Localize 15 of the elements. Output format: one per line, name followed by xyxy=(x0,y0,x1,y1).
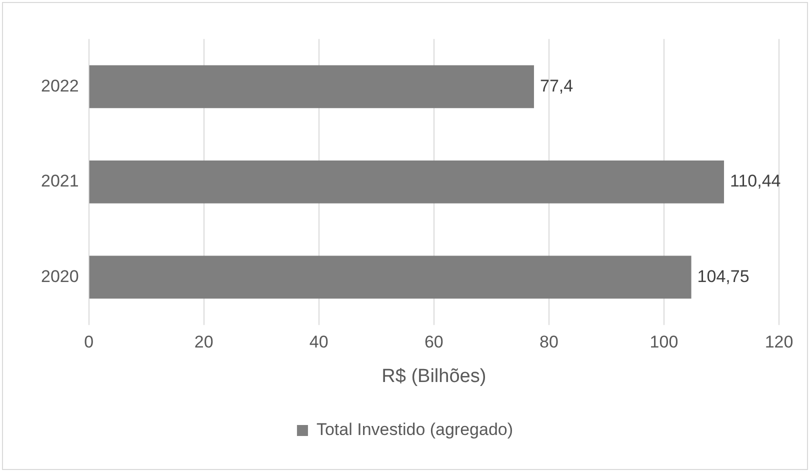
x-tick-label: 100 xyxy=(650,332,678,352)
x-tick-label: 20 xyxy=(194,332,214,352)
y-tick-label: 2022 xyxy=(40,76,79,96)
x-tick-label: 40 xyxy=(309,332,328,352)
x-axis-title: R$ (Bilhões) xyxy=(382,366,486,387)
data-label: 77,4 xyxy=(540,76,574,96)
x-tick-label: 120 xyxy=(764,332,794,352)
x-tick-label: 0 xyxy=(84,332,94,352)
x-tick-label: 60 xyxy=(424,332,444,352)
data-label: 110,44 xyxy=(730,172,781,191)
y-tick-label: 2020 xyxy=(40,266,79,286)
x-tick-label: 80 xyxy=(539,332,558,352)
data-label: 104,75 xyxy=(697,266,750,286)
legend-label: Total Investido (agregado) xyxy=(316,420,514,440)
y-tick-label: 2021 xyxy=(40,172,79,191)
